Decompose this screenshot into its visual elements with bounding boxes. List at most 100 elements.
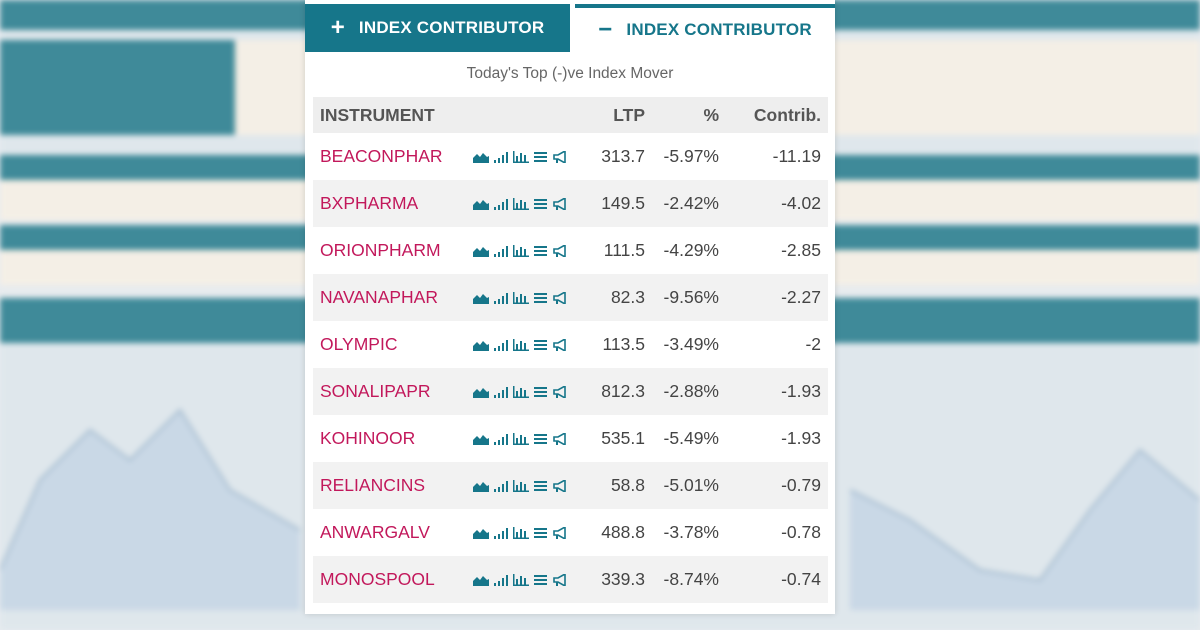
bar-chart-icon[interactable] [513,386,529,399]
table-row: NAVANAPHAR 82.3 -9.56% -2.27 [313,274,828,321]
list-icon[interactable] [533,292,549,304]
signal-bars-icon[interactable] [493,433,509,446]
contrib-cell: -0.78 [726,509,828,556]
megaphone-icon[interactable] [553,339,569,352]
signal-bars-icon[interactable] [493,480,509,493]
list-icon[interactable] [533,480,549,492]
instrument-link[interactable]: RELIANCINS [313,462,467,509]
bar-chart-icon[interactable] [513,245,529,258]
bar-chart-icon[interactable] [513,574,529,587]
header-instrument[interactable]: INSTRUMENT [313,97,583,133]
percent-change-cell: -3.78% [652,509,726,556]
table-row: ANWARGALV 488.8 -3.78% -0.78 [313,509,828,556]
ltp-cell: 149.5 [583,180,652,227]
ltp-cell: 113.5 [583,321,652,368]
ltp-cell: 339.3 [583,556,652,603]
table-row: BXPHARMA 149.5 -2.42% -4.02 [313,180,828,227]
area-chart-icon[interactable] [473,151,489,164]
instrument-link[interactable]: ORIONPHARM [313,227,467,274]
signal-bars-icon[interactable] [493,527,509,540]
table-row: ORIONPHARM 111.5 -4.29% -2.85 [313,227,828,274]
table-row: BEACONPHAR 313.7 -5.97% -11.19 [313,133,828,180]
megaphone-icon[interactable] [553,151,569,164]
percent-change-cell: -2.88% [652,368,726,415]
signal-bars-icon[interactable] [493,574,509,587]
signal-bars-icon[interactable] [493,292,509,305]
megaphone-icon[interactable] [553,433,569,446]
instrument-link[interactable]: BXPHARMA [313,180,467,227]
bar-chart-icon[interactable] [513,151,529,164]
tab-positive-index-contributor[interactable]: + INDEX CONTRIBUTOR [305,4,570,52]
row-action-icons [467,227,583,274]
signal-bars-icon[interactable] [493,151,509,164]
list-icon[interactable] [533,245,549,257]
table-subtitle: Today's Top (-)ve Index Mover [466,65,674,82]
instrument-link[interactable]: OLYMPIC [313,321,467,368]
signal-bars-icon[interactable] [493,245,509,258]
signal-bars-icon[interactable] [493,386,509,399]
index-mover-table: INSTRUMENT LTP % Contrib. BEACONPHAR 313.… [313,97,828,603]
row-action-icons [467,509,583,556]
bar-chart-icon[interactable] [513,527,529,540]
percent-change-cell: -3.49% [652,321,726,368]
plus-icon: + [330,14,345,41]
header-percent[interactable]: % [652,97,726,133]
percent-change-cell: -5.49% [652,415,726,462]
area-chart-icon[interactable] [473,339,489,352]
contrib-cell: -0.74 [726,556,828,603]
megaphone-icon[interactable] [553,386,569,399]
megaphone-icon[interactable] [553,527,569,540]
list-icon[interactable] [533,151,549,163]
instrument-link[interactable]: MONOSPOOL [313,556,467,603]
area-chart-icon[interactable] [473,527,489,540]
ltp-cell: 535.1 [583,415,652,462]
list-icon[interactable] [533,386,549,398]
megaphone-icon[interactable] [553,292,569,305]
row-action-icons [467,180,583,227]
bar-chart-icon[interactable] [513,480,529,493]
bar-chart-icon[interactable] [513,433,529,446]
instrument-link[interactable]: ANWARGALV [313,509,467,556]
header-contrib[interactable]: Contrib. [726,97,828,133]
index-contributor-panel: + INDEX CONTRIBUTOR − INDEX CONTRIBUTOR … [305,0,835,614]
instrument-link[interactable]: KOHINOOR [313,415,467,462]
list-icon[interactable] [533,574,549,586]
area-chart-icon[interactable] [473,574,489,587]
row-action-icons [467,368,583,415]
area-chart-icon[interactable] [473,198,489,211]
percent-change-cell: -4.29% [652,227,726,274]
area-chart-icon[interactable] [473,433,489,446]
signal-bars-icon[interactable] [493,198,509,211]
ltp-cell: 111.5 [583,227,652,274]
tab-negative-index-contributor[interactable]: − INDEX CONTRIBUTOR [575,4,835,52]
contrib-cell: -1.93 [726,368,828,415]
bar-chart-icon[interactable] [513,339,529,352]
minus-icon: − [598,16,613,43]
contrib-cell: -4.02 [726,180,828,227]
tab-label: INDEX CONTRIBUTOR [358,18,545,37]
header-ltp[interactable]: LTP [583,97,652,133]
instrument-link[interactable]: BEACONPHAR [313,133,467,180]
ltp-cell: 313.7 [583,133,652,180]
list-icon[interactable] [533,527,549,539]
area-chart-icon[interactable] [473,292,489,305]
percent-change-cell: -2.42% [652,180,726,227]
bar-chart-icon[interactable] [513,198,529,211]
area-chart-icon[interactable] [473,245,489,258]
ltp-cell: 812.3 [583,368,652,415]
area-chart-icon[interactable] [473,480,489,493]
list-icon[interactable] [533,433,549,445]
bar-chart-icon[interactable] [513,292,529,305]
contrib-cell: -2.27 [726,274,828,321]
list-icon[interactable] [533,339,549,351]
signal-bars-icon[interactable] [493,339,509,352]
megaphone-icon[interactable] [553,574,569,587]
area-chart-icon[interactable] [473,386,489,399]
megaphone-icon[interactable] [553,198,569,211]
instrument-link[interactable]: NAVANAPHAR [313,274,467,321]
megaphone-icon[interactable] [553,480,569,493]
instrument-link[interactable]: SONALIPAPR [313,368,467,415]
megaphone-icon[interactable] [553,245,569,258]
list-icon[interactable] [533,198,549,210]
table-header-row: INSTRUMENT LTP % Contrib. [313,97,828,133]
